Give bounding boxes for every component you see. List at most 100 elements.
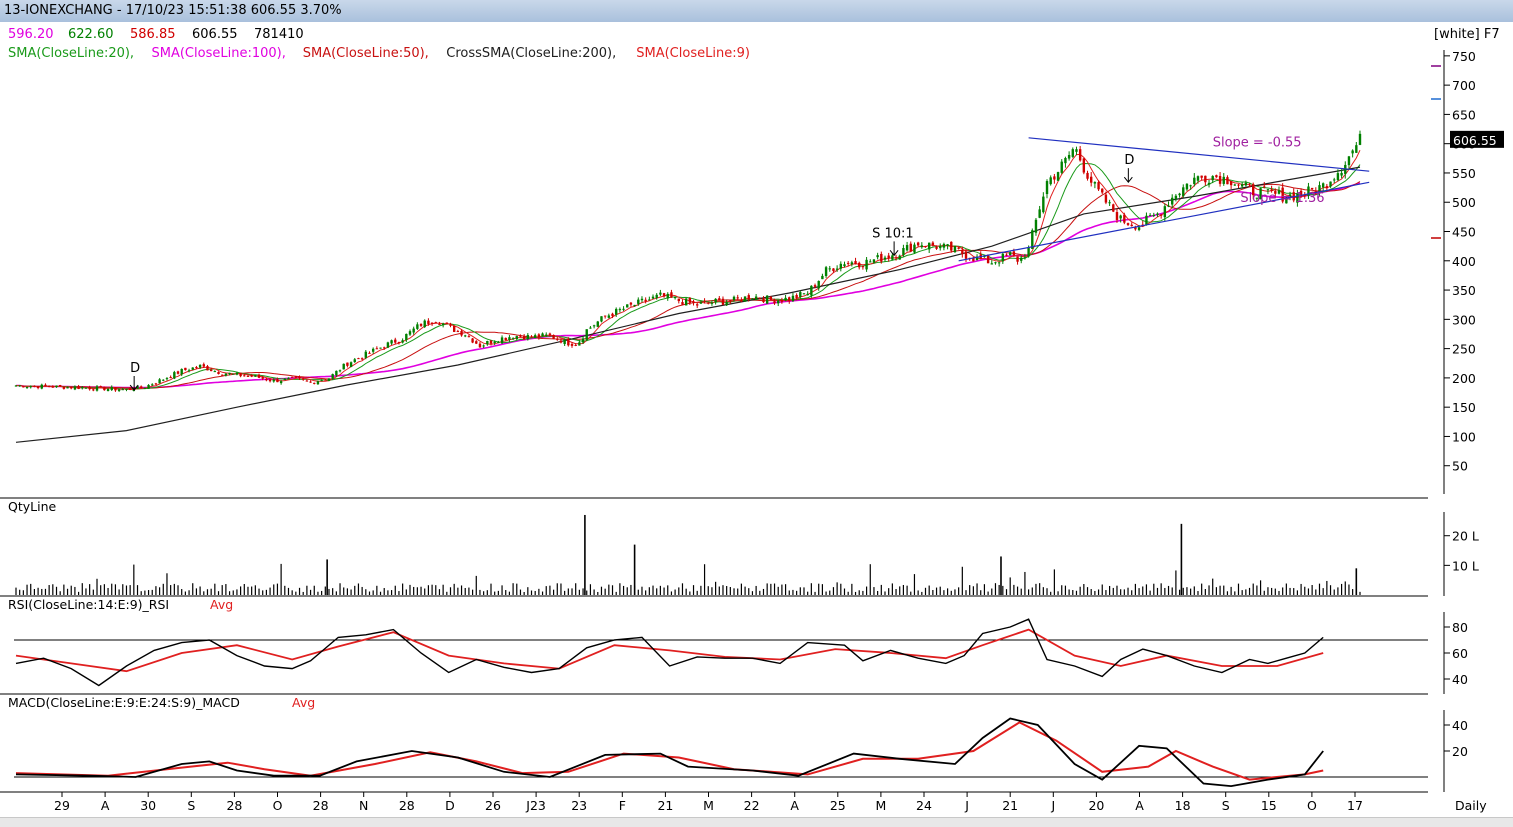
candle-body	[40, 384, 43, 389]
candle-body	[732, 296, 736, 301]
date-axis-label: 29	[54, 798, 70, 813]
date-axis-label: 15	[1261, 798, 1277, 813]
candle-body	[1053, 176, 1056, 180]
rsi-axis-label: 60	[1452, 646, 1468, 661]
candle-body	[1112, 204, 1115, 212]
candle-body	[1321, 183, 1325, 188]
candle-body	[821, 275, 824, 280]
candle-body	[371, 348, 375, 352]
candle-body	[611, 313, 614, 317]
date-axis-label: 26	[485, 798, 501, 813]
candle-body	[493, 341, 496, 343]
candle-body	[265, 378, 268, 381]
quote-line: 596.20 622.60 586.85 606.55 781410	[8, 27, 304, 42]
candle-body	[718, 298, 721, 300]
candle-body	[1097, 182, 1100, 190]
candle-body	[1296, 193, 1299, 203]
volume-panel[interactable]: QtyLine 20 L 10 L	[8, 499, 1479, 595]
candle-body	[994, 262, 997, 264]
candle-body	[180, 368, 183, 375]
candle-body	[430, 322, 434, 324]
candle-body	[44, 384, 47, 387]
annotation-arrow	[889, 241, 899, 257]
candle-body	[692, 301, 695, 303]
candle-body	[169, 377, 172, 379]
date-axis-label: J	[1050, 798, 1055, 813]
candle-body	[1226, 177, 1229, 185]
price-axis-label: 300	[1452, 312, 1476, 327]
candle-body	[707, 302, 710, 304]
candle-body	[250, 375, 253, 377]
quote-open: 596.20	[8, 27, 54, 42]
candle-body	[221, 374, 224, 376]
candle-body	[198, 364, 202, 368]
candle-body	[810, 285, 813, 296]
candle-body	[1134, 226, 1137, 230]
candle-body	[942, 243, 946, 248]
date-axis-label: N	[359, 798, 368, 813]
date-axis-label: A	[101, 798, 110, 813]
candle-body	[1211, 176, 1214, 181]
candle-body	[975, 256, 979, 261]
price-axis-label: 100	[1452, 429, 1476, 444]
candle-body	[1288, 194, 1292, 198]
indicator-legend-item: SMA(CloseLine:100),	[152, 46, 286, 61]
candle-body	[1285, 198, 1288, 204]
candle-body	[324, 379, 327, 381]
date-axis-label: 25	[830, 798, 846, 813]
stock-chart[interactable]: 596.20 622.60 586.85 606.55 781410 SMA(C…	[0, 22, 1513, 817]
date-axis-label: S	[1222, 798, 1230, 813]
candle-body	[239, 372, 242, 377]
price-panel[interactable]: 7507006506005505004504003503002502001501…	[14, 49, 1504, 474]
toolbar-strip[interactable]	[0, 817, 1513, 827]
candle-body	[740, 299, 743, 302]
candle-body	[858, 262, 861, 268]
candle-body	[1303, 195, 1306, 197]
rsi-title: RSI(CloseLine:14:E:9)_RSI	[8, 597, 169, 612]
candle-body	[887, 255, 890, 259]
rsi-panel[interactable]: RSI(CloseLine:14:E:9)_RSI Avg 80 60 40	[8, 597, 1468, 687]
candle-body	[1248, 185, 1251, 187]
date-axis-label: 28	[226, 798, 242, 813]
candle-body	[254, 375, 257, 377]
candle-body	[386, 342, 390, 348]
candle-body	[1336, 173, 1340, 181]
candle-body	[379, 347, 382, 349]
candle-body	[1351, 150, 1354, 154]
rsi-avg-line	[15, 628, 1324, 673]
candle-body	[762, 298, 765, 303]
candle-body	[449, 324, 452, 326]
candle-body	[360, 358, 364, 360]
candle-body	[710, 302, 714, 304]
macd-panel[interactable]: MACD(CloseLine:E:9:E:24:S:9)_MACD Avg 40 20	[8, 695, 1468, 788]
candle-body	[537, 334, 541, 338]
candle-body	[743, 296, 747, 302]
candle-body	[464, 335, 467, 337]
candle-body	[95, 386, 99, 391]
candle-body	[121, 389, 124, 391]
candle-body	[58, 385, 62, 387]
date-axis-label: M	[703, 798, 714, 813]
sma50-line	[16, 181, 1361, 389]
indicator-legend-item: SMA(CloseLine:9)	[636, 46, 750, 61]
rsi-line	[15, 618, 1324, 687]
candle-body	[497, 342, 500, 344]
candle-body	[997, 262, 1001, 264]
theme-label: [white] F7	[1434, 27, 1500, 42]
candle-body	[902, 248, 905, 256]
candle-body	[891, 255, 894, 260]
price-axis-label: 550	[1452, 166, 1476, 181]
candle-body	[626, 304, 629, 308]
candle-body	[327, 378, 331, 381]
candle-body	[1358, 133, 1362, 145]
candle-body	[581, 338, 585, 343]
candle-body	[383, 347, 386, 349]
candle-body	[1145, 215, 1148, 225]
trendline	[958, 181, 1370, 262]
candle-body	[541, 333, 544, 337]
candle-body	[1093, 182, 1097, 184]
candle-body	[869, 261, 872, 263]
candle-body	[1329, 181, 1332, 187]
candle-body	[290, 376, 294, 378]
candle-body	[1137, 227, 1141, 230]
